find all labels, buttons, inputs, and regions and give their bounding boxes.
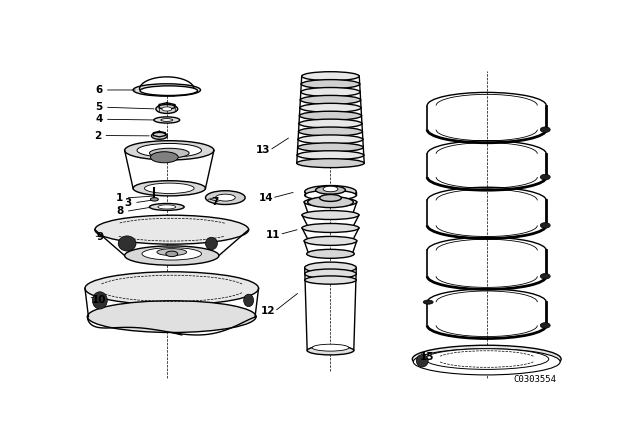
- Text: 6: 6: [95, 85, 102, 95]
- Ellipse shape: [205, 237, 218, 250]
- Ellipse shape: [161, 119, 173, 121]
- Ellipse shape: [145, 183, 194, 194]
- Ellipse shape: [307, 250, 355, 258]
- Ellipse shape: [304, 198, 356, 207]
- Ellipse shape: [298, 143, 364, 152]
- Text: 4: 4: [95, 114, 102, 124]
- Ellipse shape: [85, 272, 259, 305]
- Text: 14: 14: [259, 193, 273, 203]
- Ellipse shape: [125, 246, 219, 265]
- Ellipse shape: [423, 300, 433, 304]
- Ellipse shape: [412, 345, 561, 373]
- Ellipse shape: [319, 194, 341, 202]
- Ellipse shape: [152, 133, 167, 139]
- Ellipse shape: [150, 198, 158, 201]
- Ellipse shape: [158, 205, 176, 209]
- Ellipse shape: [316, 186, 346, 194]
- Ellipse shape: [244, 294, 253, 306]
- Ellipse shape: [150, 148, 189, 158]
- Ellipse shape: [150, 203, 184, 211]
- Ellipse shape: [305, 262, 356, 273]
- Ellipse shape: [308, 197, 353, 207]
- Text: 5: 5: [95, 102, 102, 112]
- Ellipse shape: [118, 236, 136, 251]
- Ellipse shape: [166, 251, 178, 257]
- Ellipse shape: [302, 211, 359, 220]
- Text: 8: 8: [116, 207, 124, 216]
- Ellipse shape: [305, 269, 356, 279]
- Text: 3: 3: [125, 198, 132, 208]
- Ellipse shape: [140, 86, 198, 95]
- Text: 10: 10: [92, 295, 106, 306]
- Ellipse shape: [125, 141, 214, 160]
- Ellipse shape: [297, 159, 364, 168]
- Ellipse shape: [540, 323, 550, 328]
- Ellipse shape: [150, 152, 178, 163]
- Ellipse shape: [205, 191, 245, 204]
- Ellipse shape: [305, 276, 356, 284]
- Ellipse shape: [137, 143, 202, 157]
- Text: 7: 7: [211, 197, 219, 207]
- Ellipse shape: [301, 72, 359, 81]
- Ellipse shape: [413, 349, 560, 375]
- Text: 1: 1: [116, 193, 124, 203]
- Ellipse shape: [305, 190, 356, 200]
- Text: 15: 15: [420, 352, 435, 362]
- Ellipse shape: [133, 84, 200, 96]
- Ellipse shape: [540, 273, 550, 279]
- Ellipse shape: [540, 174, 550, 180]
- Ellipse shape: [540, 223, 550, 228]
- Text: 13: 13: [256, 145, 271, 155]
- Ellipse shape: [307, 346, 354, 355]
- Ellipse shape: [297, 151, 364, 160]
- Ellipse shape: [301, 87, 360, 96]
- Ellipse shape: [425, 349, 548, 370]
- Text: 2: 2: [93, 130, 101, 141]
- Ellipse shape: [142, 248, 202, 260]
- Ellipse shape: [416, 354, 428, 367]
- Ellipse shape: [302, 224, 359, 233]
- Ellipse shape: [298, 135, 363, 144]
- Text: 12: 12: [261, 306, 276, 316]
- Ellipse shape: [298, 127, 362, 136]
- Ellipse shape: [300, 111, 362, 120]
- Text: C0303554: C0303554: [513, 375, 556, 384]
- Ellipse shape: [300, 103, 361, 112]
- Ellipse shape: [299, 119, 362, 128]
- Ellipse shape: [92, 292, 108, 309]
- Text: 11: 11: [266, 229, 281, 240]
- Ellipse shape: [156, 104, 178, 113]
- Ellipse shape: [162, 107, 172, 111]
- Ellipse shape: [88, 301, 256, 332]
- Text: 9: 9: [96, 232, 104, 242]
- Ellipse shape: [312, 344, 349, 351]
- Ellipse shape: [300, 95, 360, 104]
- Ellipse shape: [540, 127, 550, 133]
- Ellipse shape: [216, 194, 236, 201]
- Ellipse shape: [154, 117, 180, 123]
- Ellipse shape: [323, 186, 338, 192]
- Ellipse shape: [301, 80, 360, 89]
- Ellipse shape: [133, 181, 205, 196]
- Ellipse shape: [305, 185, 356, 198]
- Ellipse shape: [157, 249, 187, 255]
- Ellipse shape: [95, 215, 248, 244]
- Ellipse shape: [304, 237, 356, 246]
